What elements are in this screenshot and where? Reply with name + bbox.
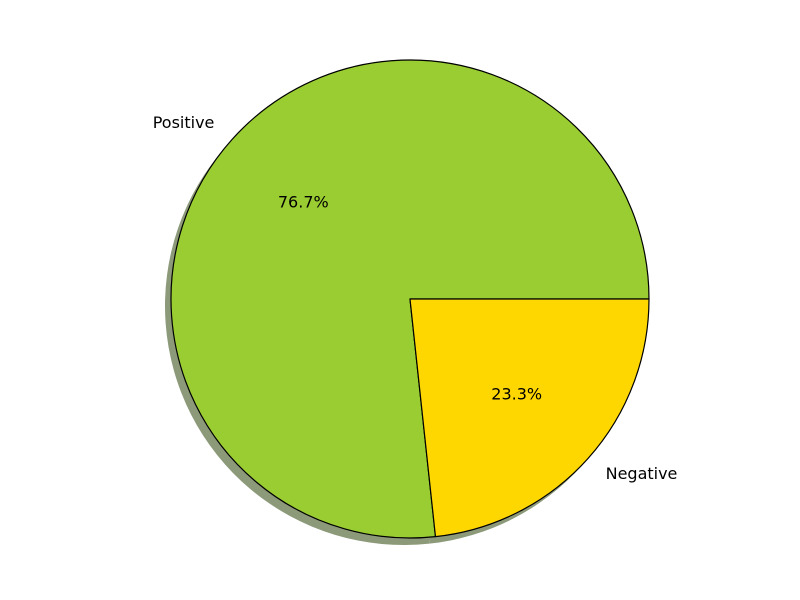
pct-label-positive: 76.7% bbox=[278, 193, 329, 212]
pie-slice-positive bbox=[170, 59, 650, 539]
pct-label-negative: 23.3% bbox=[491, 384, 542, 403]
pie-slice-negative bbox=[409, 298, 650, 538]
pie-labels: Positive 76.7% Negative 23.3% bbox=[153, 113, 678, 483]
slice-label-positive: Positive bbox=[153, 113, 215, 132]
pie-slices bbox=[170, 59, 650, 539]
slice-label-negative: Negative bbox=[606, 464, 678, 483]
